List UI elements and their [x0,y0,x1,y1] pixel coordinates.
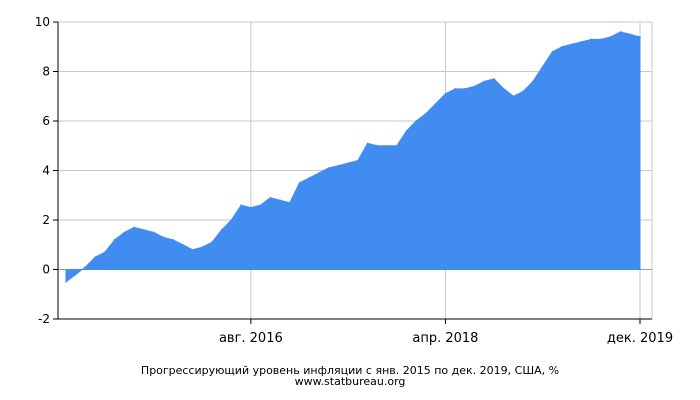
data-point [580,41,583,43]
data-point [113,239,116,241]
y-tick-label: 4 [42,164,50,178]
data-point [288,201,291,204]
y-tick-label: 10 [35,15,50,29]
data-point [639,36,641,38]
data-point [522,90,525,93]
data-point [366,142,369,145]
data-point [619,31,622,33]
data-point [571,43,573,46]
data-point [143,229,145,231]
data-point [347,162,349,164]
data-point [337,164,340,167]
data-point [250,206,252,209]
y-tick-label: 6 [42,114,50,128]
x-tick-labels: авг. 2016 апр. 2018 дек. 2019 [219,331,673,346]
data-point [269,196,272,199]
data-point [483,80,486,83]
x-tick-label: дек. 2019 [607,331,673,346]
y-tick-labels: -2 0 2 4 6 8 10 [35,15,50,326]
chart-source: www.statbureau.org [294,375,406,388]
data-point [172,239,174,241]
data-point [152,231,155,234]
data-point [395,144,398,147]
data-point [512,95,515,98]
data-point [298,182,301,184]
data-point [65,281,67,283]
data-point [104,251,106,253]
data-point [259,204,262,206]
y-tick-label: 8 [42,65,50,79]
series-area [58,31,652,283]
data-point [473,85,476,88]
data-point [454,88,456,90]
data-point [629,33,632,36]
x-tick-label: апр. 2018 [412,331,478,346]
data-point [600,38,602,41]
data-point [94,256,96,258]
data-point [405,130,408,132]
data-point [211,241,213,244]
data-point [318,172,320,174]
data-point [551,50,554,53]
data-point [532,80,534,83]
data-point [240,204,242,206]
data-point [444,92,447,95]
data-point [191,248,194,251]
data-point [434,102,437,105]
data-point [357,159,359,162]
data-point [376,144,379,147]
data-point [74,273,77,276]
y-tick-label: 0 [42,263,50,277]
data-point [425,112,427,115]
data-point [230,219,233,221]
data-point [610,36,612,38]
data-point [201,246,204,249]
data-point [590,38,593,41]
data-point [327,167,330,169]
y-tick-label: 2 [42,213,50,227]
data-point [84,266,87,268]
data-point [561,45,563,48]
data-point [502,88,505,90]
data-point [220,229,223,231]
data-point [493,78,495,80]
data-point [279,199,281,201]
data-point [464,88,466,90]
data-point [308,177,311,179]
axes [53,21,652,324]
data-point [541,65,544,68]
data-point [123,231,126,234]
data-point [415,120,418,122]
data-point [386,144,388,147]
chart-title: Прогрессирующий уровень инфляции с янв. … [140,364,560,377]
data-point [133,226,135,229]
y-tick-label: -2 [38,312,50,326]
inflation-area [65,31,641,283]
data-point [162,236,165,239]
data-point [181,243,184,246]
x-tick-label: авг. 2016 [219,331,283,346]
